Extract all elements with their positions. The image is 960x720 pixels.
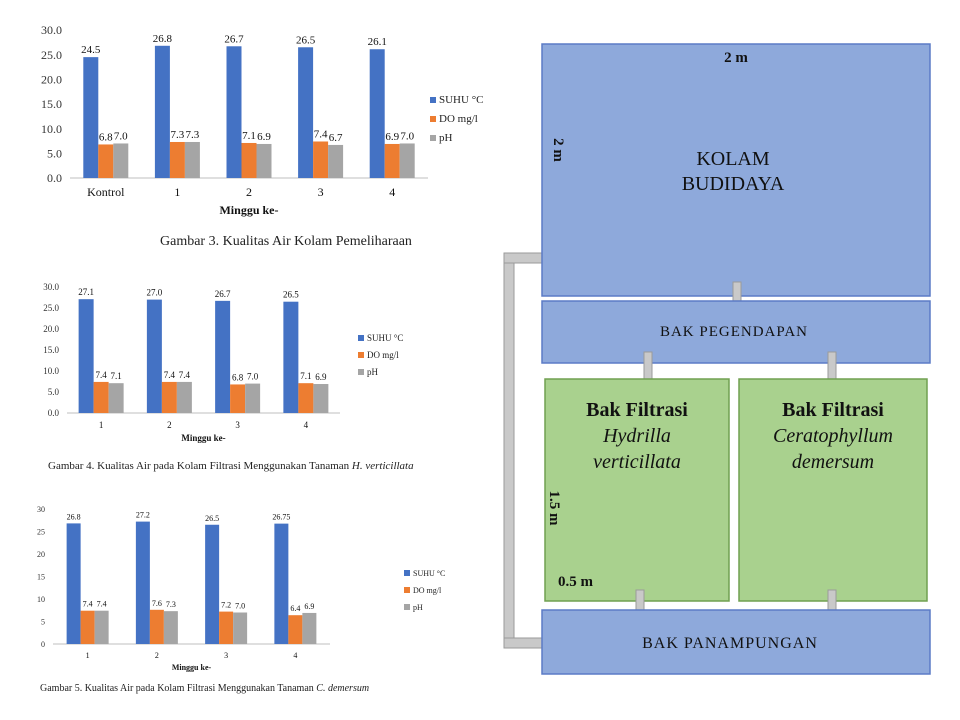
kolam-budidaya-box xyxy=(541,43,931,297)
bak-panampungan-label: BAK PANAMPUNGAN xyxy=(642,635,818,652)
kolam-height-label: 2 m xyxy=(550,138,566,162)
filter1-species-line2: verticillata xyxy=(593,451,681,473)
filter2-species-line1: Ceratophyllum xyxy=(773,425,893,447)
filter2-title: Bak Filtrasi xyxy=(782,399,884,421)
filter1-species-line1: Hydrilla xyxy=(602,425,671,447)
kolam-width-label: 2 m xyxy=(724,50,748,66)
bak-pegendapan-box xyxy=(541,300,931,364)
pipe-return-bottom xyxy=(503,637,545,649)
caption-figure-4: Gambar 4. Kualitas Air pada Kolam Filtra… xyxy=(48,460,414,472)
caption-figure-5: Gambar 5. Kualitas Air pada Kolam Filtra… xyxy=(40,683,370,694)
filter-height-label: 1.5 m xyxy=(546,491,562,527)
kolam-title-line2: BUDIDAYA xyxy=(682,173,785,195)
caption-figure-4-species: H. verticillata xyxy=(351,460,414,472)
kolam-title-line1: KOLAM xyxy=(696,148,770,170)
bak-filtrasi-ceratophyllum-box xyxy=(738,378,928,602)
filter1-title: Bak Filtrasi xyxy=(586,399,688,421)
caption-figure-3: Gambar 3. Kualitas Air Kolam Pemeliharaa… xyxy=(160,234,412,249)
bak-pegendapan-label: BAK PEGENDAPAN xyxy=(660,324,808,340)
caption-figure-5-species: C. demersum xyxy=(316,683,370,694)
pipe-return-vertical xyxy=(503,254,515,646)
bak-filtrasi-hydrilla-box xyxy=(544,378,730,602)
filter-width-label: 0.5 m xyxy=(558,574,594,590)
pipe-pegendapan-filter2 xyxy=(827,351,837,383)
bak-panampungan-box xyxy=(541,609,931,675)
filter2-species-line2: demersum xyxy=(792,451,874,473)
pipe-pegendapan-filter1 xyxy=(643,351,653,383)
